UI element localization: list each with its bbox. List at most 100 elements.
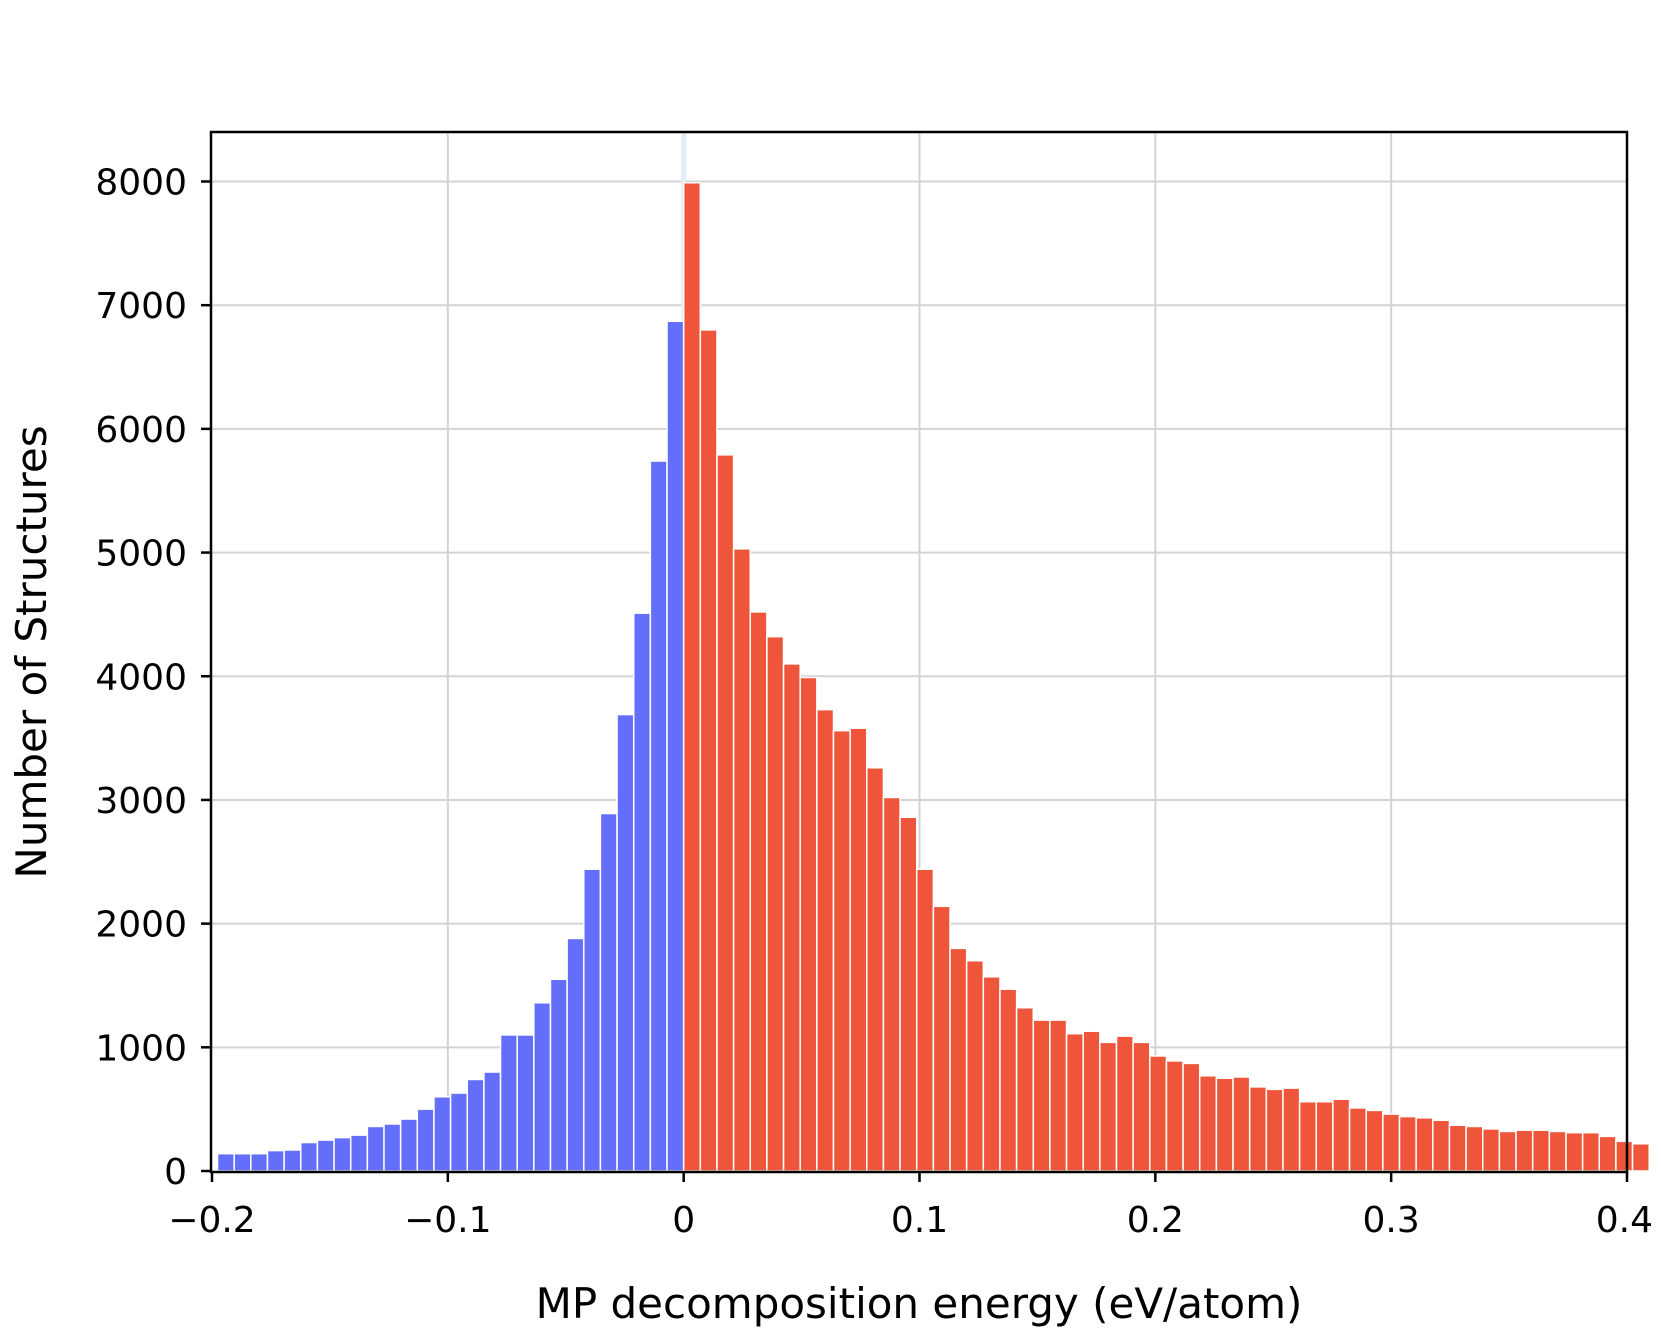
bar-positive bbox=[1099, 1041, 1118, 1172]
bar-positive bbox=[716, 454, 735, 1172]
bar-positive bbox=[1198, 1075, 1218, 1172]
bar-positive bbox=[1548, 1130, 1567, 1172]
bar-negative bbox=[516, 1034, 535, 1172]
bar-positive bbox=[832, 729, 851, 1172]
bar-positive bbox=[866, 767, 885, 1172]
bar-negative bbox=[416, 1108, 435, 1172]
bar-positive bbox=[1515, 1129, 1534, 1172]
y-axis-title: Number of Structures bbox=[7, 425, 56, 878]
bar-positive bbox=[799, 676, 818, 1172]
y-tick-label: 4000 bbox=[95, 657, 187, 698]
bar-positive bbox=[749, 611, 768, 1172]
bar-positive bbox=[1215, 1077, 1234, 1172]
bar-negative bbox=[466, 1078, 485, 1172]
bar-negative bbox=[533, 1002, 552, 1172]
bar-negative bbox=[383, 1123, 402, 1172]
bar-negative bbox=[216, 1152, 235, 1172]
bar-positive bbox=[1115, 1035, 1134, 1172]
bar-positive bbox=[1165, 1060, 1184, 1172]
axis-ticks: 0 1000 2000 3000 4000 5000 6000 7000 8000 −0.2 −0.… bbox=[95, 163, 1653, 1242]
bar-positive bbox=[965, 959, 985, 1172]
x-tick-label: 0.3 bbox=[1363, 1200, 1420, 1241]
bar-positive bbox=[849, 727, 868, 1172]
bar-positive bbox=[1282, 1087, 1301, 1172]
bar-positive bbox=[1032, 1019, 1051, 1172]
y-tick-label: 1000 bbox=[95, 1028, 187, 1069]
x-tick-label: −0.2 bbox=[168, 1200, 255, 1241]
bar-positive bbox=[1615, 1140, 1634, 1172]
bar-positive bbox=[1398, 1115, 1417, 1172]
bar-negative bbox=[616, 713, 635, 1172]
bar-positive bbox=[999, 988, 1018, 1172]
bar-positive bbox=[1082, 1030, 1101, 1172]
bar-positive bbox=[1631, 1143, 1650, 1172]
bar-positive bbox=[766, 635, 785, 1172]
x-tick-label: 0.1 bbox=[891, 1200, 948, 1241]
bar-positive bbox=[1065, 1032, 1084, 1172]
bar-positive bbox=[899, 816, 918, 1172]
y-tick-label: 8000 bbox=[95, 163, 187, 204]
bar-positive bbox=[1132, 1041, 1151, 1172]
bar-positive bbox=[1315, 1100, 1334, 1172]
y-tick-label: 5000 bbox=[95, 534, 187, 575]
y-tick-label: 0 bbox=[164, 1152, 187, 1193]
bar-negative bbox=[632, 612, 652, 1172]
bar-positive bbox=[1598, 1135, 1617, 1172]
bar-positive bbox=[1232, 1076, 1251, 1172]
bar-positive bbox=[1432, 1119, 1451, 1172]
bar-negative bbox=[399, 1118, 419, 1172]
bar-negative bbox=[233, 1152, 252, 1172]
bar-positive bbox=[1481, 1128, 1501, 1172]
bar-positive bbox=[882, 796, 901, 1172]
y-tick-label: 3000 bbox=[95, 781, 187, 822]
bar-positive bbox=[782, 663, 801, 1172]
bar-positive bbox=[1298, 1100, 1318, 1172]
bar-positive bbox=[1465, 1125, 1484, 1172]
bar-negative bbox=[333, 1136, 352, 1172]
bar-negative bbox=[283, 1149, 302, 1172]
bar-positive bbox=[1348, 1107, 1367, 1172]
bar-positive bbox=[1149, 1055, 1168, 1172]
bar-negative bbox=[483, 1071, 502, 1172]
bar-positive bbox=[1382, 1113, 1401, 1172]
bar-positive bbox=[932, 905, 951, 1172]
bar-negative bbox=[250, 1152, 269, 1172]
bar-negative bbox=[549, 978, 568, 1172]
bar-negative bbox=[499, 1034, 518, 1172]
y-tick-label: 6000 bbox=[95, 410, 187, 451]
bar-negative bbox=[300, 1141, 319, 1172]
bar-negative bbox=[449, 1092, 468, 1172]
bar-positive bbox=[816, 708, 835, 1172]
bar-positive bbox=[732, 548, 752, 1172]
bar-negative bbox=[266, 1149, 285, 1172]
bar-negative bbox=[566, 937, 585, 1172]
bar-positive bbox=[699, 329, 718, 1172]
y-tick-label: 2000 bbox=[95, 905, 187, 946]
bar-negative bbox=[366, 1125, 385, 1172]
x-tick-label: 0 bbox=[672, 1200, 695, 1241]
bar-negative bbox=[599, 812, 618, 1172]
bar-positive bbox=[1498, 1130, 1517, 1172]
bar-negative bbox=[666, 320, 685, 1172]
bar-positive bbox=[1565, 1131, 1584, 1172]
bar-negative bbox=[316, 1139, 335, 1172]
x-axis-title: MP decomposition energy (eV/atom) bbox=[536, 1279, 1303, 1328]
bar-positive bbox=[1049, 1019, 1068, 1172]
bar-positive bbox=[982, 976, 1001, 1172]
y-tick-label: 7000 bbox=[95, 286, 187, 327]
x-tick-label: −0.1 bbox=[404, 1200, 491, 1241]
x-tick-label: 0.2 bbox=[1127, 1200, 1184, 1241]
bar-positive bbox=[1365, 1109, 1384, 1172]
bar-positive bbox=[1448, 1124, 1467, 1172]
bar-positive bbox=[1248, 1086, 1268, 1172]
bar-negative bbox=[649, 460, 668, 1172]
bar-positive bbox=[1332, 1098, 1351, 1172]
x-tick-label: 0.4 bbox=[1596, 1200, 1653, 1241]
bar-positive bbox=[1182, 1062, 1201, 1172]
bar-positive bbox=[1531, 1129, 1551, 1172]
bar-positive bbox=[915, 868, 935, 1172]
bar-positive bbox=[682, 181, 702, 1172]
bar-positive bbox=[1581, 1131, 1601, 1172]
bar-negative bbox=[433, 1096, 452, 1172]
